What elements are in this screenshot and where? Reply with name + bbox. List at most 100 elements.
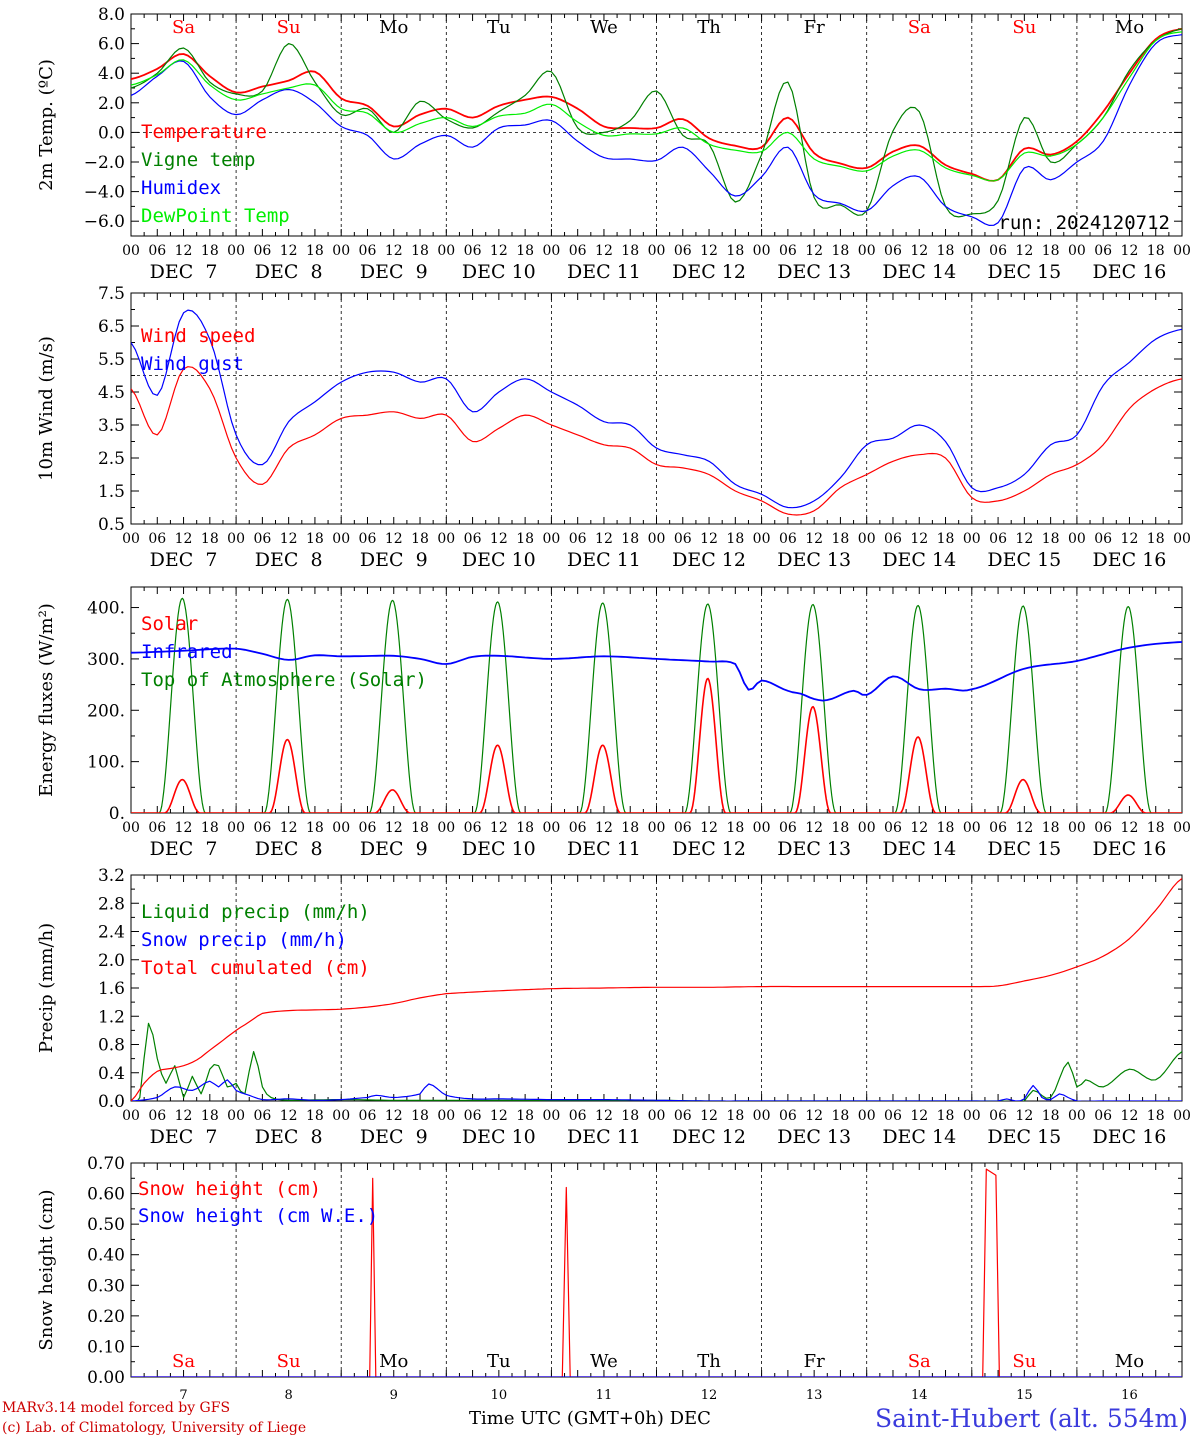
- hour-label: 12: [910, 1108, 928, 1124]
- hour-label: 12: [595, 820, 613, 836]
- date-label: DEC 11: [567, 1126, 641, 1148]
- weekday-label: We: [590, 17, 618, 38]
- hour-label: 12: [595, 243, 613, 259]
- series-group: [131, 27, 1182, 226]
- hour-label: 00: [858, 531, 876, 547]
- credit-line-1: MARv3.14 model forced by GFS: [2, 1400, 230, 1416]
- hour-label: 12: [490, 820, 508, 836]
- hour-label: 18: [306, 531, 324, 547]
- hour-label: 12: [385, 243, 403, 259]
- panels: −6.0 −4.0 −2.0 0.0 2.0 4.0 6.0 8.0 2m Temp. (ºC)…: [36, 5, 1191, 1403]
- hour-label: 00: [437, 531, 455, 547]
- hour-label: 12: [280, 531, 298, 547]
- series-group: [131, 309, 1182, 516]
- weekday-label: Th: [697, 17, 721, 38]
- hour-label: 18: [726, 531, 744, 547]
- legend-entry: Humidex: [141, 177, 221, 199]
- hour-label: 06: [779, 243, 797, 259]
- series-group: [131, 878, 1182, 1101]
- hour-label: 00: [122, 820, 140, 836]
- hour-label: 12: [1121, 1108, 1139, 1124]
- weekday-label: Sa: [908, 1351, 931, 1372]
- day-number-label: 16: [1121, 1388, 1138, 1403]
- hour-label: 06: [989, 243, 1007, 259]
- weekday-label: Sa: [908, 17, 931, 38]
- run-label: run: 2024120712: [998, 212, 1170, 234]
- legend-entry: Liquid precip (mm/h): [141, 901, 370, 923]
- hour-label: 18: [201, 243, 219, 259]
- hour-label: 18: [1147, 243, 1165, 259]
- hour-label: 00: [122, 531, 140, 547]
- hour-label: 06: [359, 243, 377, 259]
- hour-label: 00: [753, 820, 771, 836]
- date-label: DEC 7: [150, 261, 218, 283]
- hour-label: 18: [516, 820, 534, 836]
- date-label: DEC 12: [672, 261, 746, 283]
- hour-label: 00: [753, 243, 771, 259]
- hour-label: 12: [175, 531, 193, 547]
- hour-label: 06: [674, 820, 692, 836]
- hour-label: 18: [411, 1108, 429, 1124]
- weekday-label: Mo: [379, 17, 408, 38]
- legend-entry: Snow precip (mm/h): [141, 929, 347, 951]
- date-label: DEC 16: [1093, 549, 1167, 571]
- hour-label: 18: [621, 820, 639, 836]
- hour-label: 00: [227, 820, 245, 836]
- series-wind-gust: [131, 309, 1182, 509]
- date-label: DEC 9: [360, 1126, 428, 1148]
- hour-label: 00: [437, 1108, 455, 1124]
- hour-label: 00: [858, 820, 876, 836]
- date-label: DEC 9: [360, 838, 428, 860]
- y-tick-label: 0.0: [98, 1092, 125, 1112]
- hour-label: 18: [832, 1108, 850, 1124]
- legend-entry: Vigne temp: [141, 149, 255, 171]
- hour-label: 00: [332, 820, 350, 836]
- hour-label: 18: [411, 820, 429, 836]
- y-tick-label: 4.5: [98, 383, 125, 403]
- y-axis-label: 10m Wind (m/s): [36, 336, 57, 481]
- series-vigne-temp: [131, 28, 1182, 218]
- hour-label: 00: [332, 243, 350, 259]
- y-axis-label: 2m Temp. (ºC): [36, 59, 57, 191]
- hour-label: 00: [437, 820, 455, 836]
- date-label: DEC 9: [360, 549, 428, 571]
- day-number-label: 8: [285, 1388, 293, 1403]
- hour-label: 12: [385, 1108, 403, 1124]
- y-tick-label: 0.: [109, 804, 125, 824]
- hour-label: 18: [1147, 1108, 1165, 1124]
- y-tick-label: 0.00: [87, 1368, 125, 1388]
- hour-label: 18: [937, 1108, 955, 1124]
- y-tick-label: −2.0: [84, 153, 125, 173]
- day-number-label: 13: [806, 1388, 823, 1403]
- hour-label: 12: [490, 243, 508, 259]
- hour-label: 00: [753, 531, 771, 547]
- hour-label: 06: [359, 820, 377, 836]
- date-label: DEC 11: [567, 261, 641, 283]
- hour-label: 12: [700, 243, 718, 259]
- date-label: DEC 13: [777, 1126, 851, 1148]
- y-tick-label: 0.50: [87, 1215, 125, 1235]
- y-tick-label: 0.0: [98, 123, 125, 143]
- weekday-label: Sa: [172, 17, 195, 38]
- date-label: DEC 11: [567, 838, 641, 860]
- day-number-label: 7: [179, 1388, 187, 1403]
- credit-line-2: (c) Lab. of Climatology, University of L…: [2, 1420, 306, 1436]
- weekday-label: Th: [697, 1351, 721, 1372]
- hour-label: 06: [569, 531, 587, 547]
- date-label: DEC 13: [777, 838, 851, 860]
- date-label: DEC 8: [255, 838, 323, 860]
- hour-label: 12: [175, 243, 193, 259]
- hour-label: 12: [1121, 531, 1139, 547]
- hour-label: 00: [332, 531, 350, 547]
- date-label: DEC 10: [462, 261, 536, 283]
- hour-label: 18: [306, 243, 324, 259]
- hour-label: 18: [516, 531, 534, 547]
- day-number-label: 14: [911, 1388, 928, 1403]
- day-number-label: 12: [701, 1388, 718, 1403]
- hour-label: 12: [1121, 243, 1139, 259]
- hour-label: 12: [280, 820, 298, 836]
- date-label: DEC 15: [987, 261, 1061, 283]
- date-label: DEC 11: [567, 549, 641, 571]
- y-tick-label: 1.6: [98, 979, 125, 999]
- hour-label: 00: [648, 531, 666, 547]
